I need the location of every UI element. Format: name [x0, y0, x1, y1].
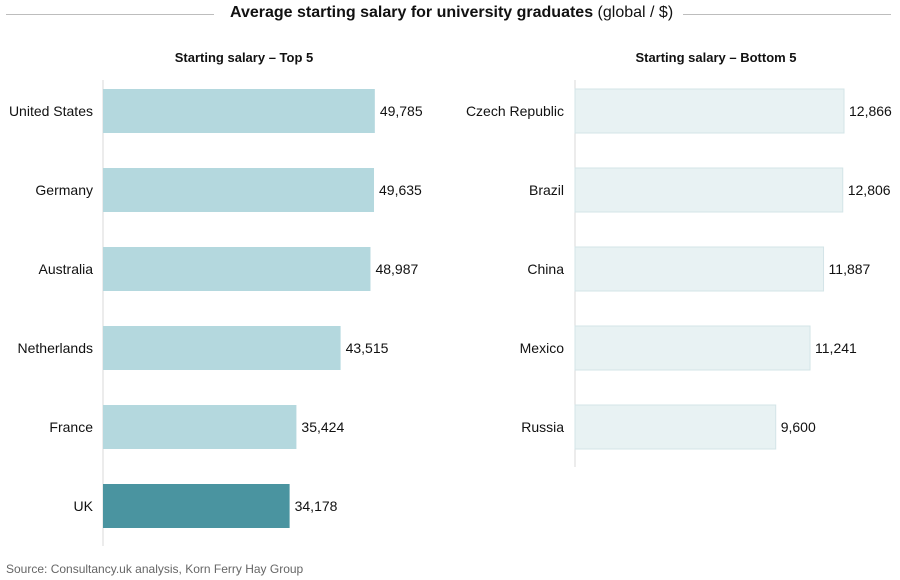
bottom5-value-label: 9,600	[781, 419, 816, 435]
bottom5-category-label: Czech Republic	[466, 103, 564, 119]
top5-bar	[103, 405, 297, 449]
title-rule-left	[6, 14, 214, 15]
top5-category-label: United States	[9, 103, 93, 119]
top5-bar	[103, 326, 341, 370]
top5-category-label: Germany	[35, 182, 93, 198]
bottom5-bar	[574, 88, 845, 134]
top5-category-label: Australia	[39, 261, 94, 277]
bottom5-category-label: Mexico	[520, 340, 565, 356]
chart-title-main: Average starting salary for university g…	[230, 4, 594, 21]
top5-value-label: 49,635	[379, 182, 422, 198]
top5-bar	[103, 168, 375, 212]
bottom5-bar	[574, 246, 825, 292]
bottom5-value-label: 11,241	[815, 340, 857, 356]
chart-title-units: (global / $)	[593, 4, 674, 21]
bottom5-category-label: China	[527, 261, 564, 277]
top5-category-label: Netherlands	[18, 340, 94, 356]
bottom5-category-label: Russia	[521, 419, 564, 435]
chart-title: Average starting salary for university g…	[230, 4, 673, 22]
bottom5-bar	[574, 404, 777, 450]
title-rule-right	[683, 14, 891, 15]
top5-value-label: 43,515	[346, 340, 389, 356]
bottom5-value-label: 11,887	[829, 261, 871, 277]
source-note: Source: Consultancy.uk analysis, Korn Fe…	[6, 562, 304, 576]
top5-value-label: 35,424	[301, 419, 344, 435]
bottom5-bar	[574, 325, 811, 371]
bottom5-category-label: Brazil	[529, 182, 564, 198]
bottom5-value-label: 12,806	[848, 182, 891, 198]
top5-value-label: 49,785	[380, 103, 423, 119]
top5-category-label: UK	[74, 498, 94, 514]
chart-header: Average starting salary for university g…	[0, 2, 900, 26]
top5-bar	[103, 89, 375, 133]
top5-bar	[103, 247, 371, 291]
bottom5-panel-title: Starting salary – Bottom 5	[635, 50, 796, 65]
top5-bar	[103, 484, 290, 528]
bottom5-bar	[574, 167, 844, 213]
top5-value-label: 48,987	[375, 261, 418, 277]
top5-panel-title: Starting salary – Top 5	[175, 50, 313, 65]
bottom5-value-label: 12,866	[849, 103, 892, 119]
top5-category-label: France	[49, 419, 93, 435]
top5-value-label: 34,178	[295, 498, 338, 514]
